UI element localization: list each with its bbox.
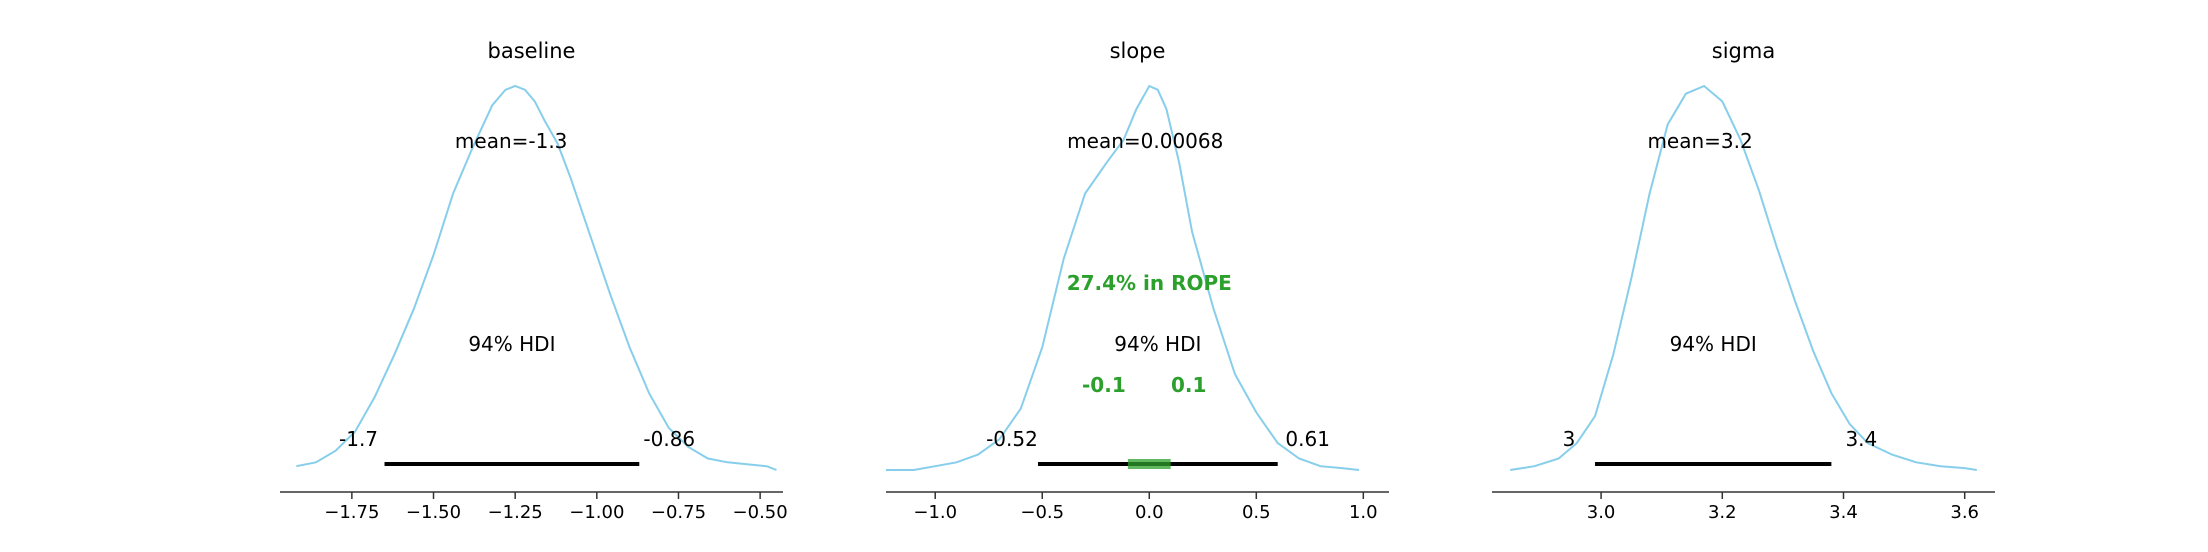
- hdi-low-label: -1.7: [339, 427, 378, 451]
- rope-label: 27.4% in ROPE: [1067, 271, 1232, 295]
- hdi-label: 94% HDI: [1670, 332, 1757, 356]
- density-curve: [1510, 84, 1977, 471]
- x-tick-label: −1.50: [406, 502, 461, 523]
- hdi-low-label: 3: [1563, 427, 1576, 451]
- panel-title: slope: [1110, 39, 1166, 63]
- rope-band: [1127, 459, 1171, 469]
- x-tick-label: −1.0: [913, 502, 957, 523]
- x-tick-label: 3.4: [1829, 502, 1858, 523]
- density-curve: [296, 84, 777, 471]
- hdi-low-label: -0.52: [986, 427, 1038, 451]
- x-tick-label: −1.25: [488, 502, 543, 523]
- rope-high-label: 0.1: [1171, 373, 1206, 397]
- x-tick-label: 0.5: [1242, 502, 1271, 523]
- panel-title: baseline: [488, 39, 576, 63]
- panel-title: sigma: [1712, 39, 1775, 63]
- hdi-high-label: 3.4: [1845, 427, 1877, 451]
- mean-label: mean=3.2: [1647, 129, 1752, 153]
- x-tick-label: 3.6: [1950, 502, 1979, 523]
- x-tick-label: −1.00: [569, 502, 624, 523]
- x-tick-label: −0.75: [651, 502, 706, 523]
- x-tick-label: −0.50: [733, 502, 788, 523]
- panel-baseline: baseline mean=-1.3 94% HDI -1.7 -0.86 −1.75 −1…: [280, 39, 788, 523]
- mean-label: mean=-1.3: [455, 129, 568, 153]
- hdi-label: 94% HDI: [468, 332, 555, 356]
- x-tick-label: 1.0: [1349, 502, 1378, 523]
- density-curve: [886, 84, 1360, 471]
- panel-slope: slope mean=0.00068 94% HDI -0.52 0.61 27.4% i…: [886, 39, 1389, 523]
- x-tick-label: 0.0: [1135, 502, 1164, 523]
- mean-label: mean=0.00068: [1067, 129, 1223, 153]
- x-tick-label: −0.5: [1020, 502, 1064, 523]
- x-tick-label: 3.0: [1587, 502, 1616, 523]
- hdi-high-label: -0.86: [643, 427, 695, 451]
- x-tick-label: 3.2: [1708, 502, 1737, 523]
- x-tick-label: −1.75: [324, 502, 379, 523]
- hdi-high-label: 0.61: [1285, 427, 1330, 451]
- panel-sigma: sigma mean=3.2 94% HDI 3 3.4 3.0 3.2 3.4 3.6: [1492, 39, 1995, 523]
- hdi-label: 94% HDI: [1114, 332, 1201, 356]
- rope-low-label: -0.1: [1082, 373, 1126, 397]
